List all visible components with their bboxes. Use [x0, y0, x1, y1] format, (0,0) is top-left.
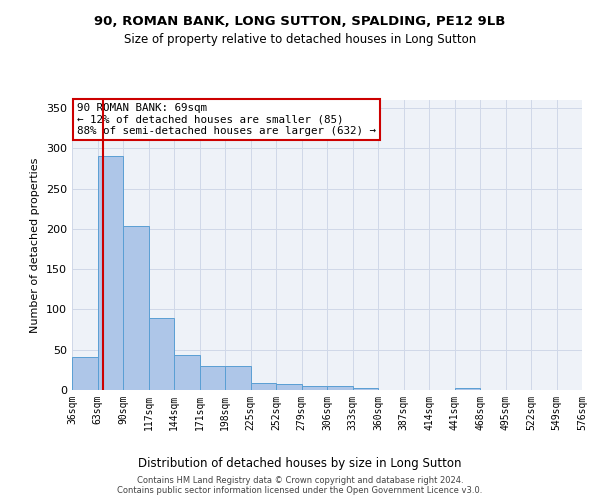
Bar — [353, 388, 378, 390]
Bar — [149, 318, 174, 390]
Bar — [251, 383, 276, 390]
Bar — [276, 384, 302, 390]
Y-axis label: Number of detached properties: Number of detached properties — [31, 158, 40, 332]
Text: Distribution of detached houses by size in Long Sutton: Distribution of detached houses by size … — [138, 458, 462, 470]
Bar — [302, 386, 327, 390]
Bar — [72, 357, 97, 390]
Bar — [97, 156, 123, 390]
Bar — [123, 226, 149, 390]
Text: Contains HM Land Registry data © Crown copyright and database right 2024.
Contai: Contains HM Land Registry data © Crown c… — [118, 476, 482, 495]
Text: Size of property relative to detached houses in Long Sutton: Size of property relative to detached ho… — [124, 32, 476, 46]
Bar — [455, 388, 480, 390]
Text: 90, ROMAN BANK, LONG SUTTON, SPALDING, PE12 9LB: 90, ROMAN BANK, LONG SUTTON, SPALDING, P… — [94, 15, 506, 28]
Bar — [174, 356, 199, 390]
Text: 90 ROMAN BANK: 69sqm
← 12% of detached houses are smaller (85)
88% of semi-detac: 90 ROMAN BANK: 69sqm ← 12% of detached h… — [77, 103, 376, 136]
Bar — [327, 386, 353, 390]
Bar — [225, 366, 251, 390]
Bar — [200, 366, 225, 390]
